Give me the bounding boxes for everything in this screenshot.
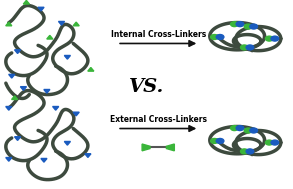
Polygon shape <box>44 90 50 93</box>
Circle shape <box>211 35 218 40</box>
Circle shape <box>211 139 218 143</box>
Circle shape <box>244 24 252 29</box>
Polygon shape <box>15 50 21 53</box>
Polygon shape <box>21 87 26 90</box>
Circle shape <box>250 128 258 133</box>
Polygon shape <box>73 112 79 116</box>
Circle shape <box>216 139 224 143</box>
Text: External Cross-Linkers: External Cross-Linkers <box>110 115 207 124</box>
Polygon shape <box>6 22 12 26</box>
Circle shape <box>241 149 248 154</box>
Text: Internal Cross-Linkers: Internal Cross-Linkers <box>110 30 206 39</box>
Circle shape <box>236 126 244 131</box>
Text: VS.: VS. <box>129 78 164 96</box>
Polygon shape <box>59 22 64 25</box>
Circle shape <box>271 36 279 41</box>
Polygon shape <box>41 158 47 162</box>
Circle shape <box>241 45 248 50</box>
Polygon shape <box>142 144 150 151</box>
Circle shape <box>265 36 273 41</box>
Polygon shape <box>166 144 174 151</box>
Circle shape <box>231 126 238 131</box>
Polygon shape <box>53 107 59 110</box>
Polygon shape <box>88 67 94 71</box>
Polygon shape <box>23 0 29 4</box>
Circle shape <box>271 140 279 145</box>
Circle shape <box>250 24 258 29</box>
Polygon shape <box>73 22 79 26</box>
Circle shape <box>231 22 238 27</box>
Polygon shape <box>64 141 70 145</box>
Polygon shape <box>12 96 18 99</box>
Circle shape <box>246 149 254 154</box>
Polygon shape <box>38 7 44 11</box>
Polygon shape <box>9 74 15 78</box>
Polygon shape <box>64 56 70 59</box>
Circle shape <box>244 128 252 133</box>
Circle shape <box>236 22 244 27</box>
Circle shape <box>246 45 254 50</box>
Polygon shape <box>47 35 53 39</box>
Polygon shape <box>6 158 12 161</box>
Circle shape <box>265 140 273 145</box>
Polygon shape <box>6 107 12 110</box>
Polygon shape <box>15 137 21 140</box>
Circle shape <box>216 35 224 40</box>
Polygon shape <box>85 154 91 157</box>
